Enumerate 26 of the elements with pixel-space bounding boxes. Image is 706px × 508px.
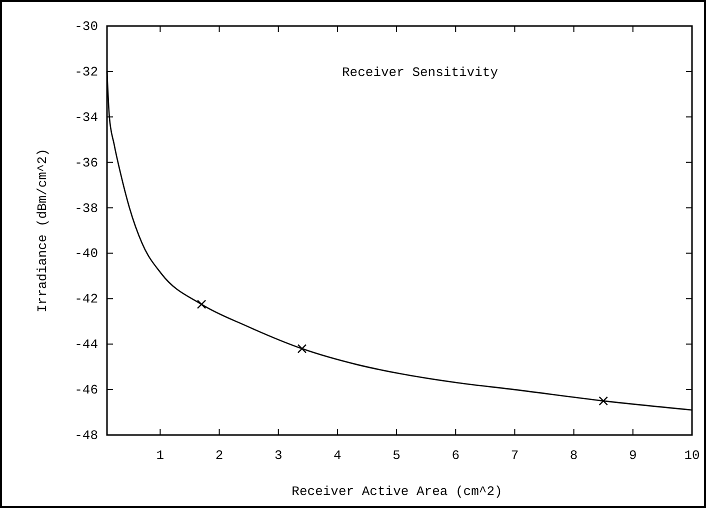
point [196,300,206,309]
x-tick-label: 1 [156,448,164,463]
x-tick-label: 6 [452,448,460,463]
y-tick-label: -36 [74,155,98,170]
y-tick-label: -34 [74,110,98,125]
y-tick-label: -32 [74,64,98,80]
y-tick-label: -46 [74,382,98,398]
point [598,396,608,406]
x-tick-label: 3 [274,448,282,463]
x-tick-label: 2 [215,448,224,463]
y-axis-title: Irradiance (dBm/cm^2) [35,148,50,312]
point [297,344,307,354]
x-tick-label: 5 [392,448,400,463]
y-tick-label: -48 [74,428,98,443]
x-tick-label: 10 [684,448,700,463]
x-tick-label: 9 [629,448,637,463]
x-axis-title: Receiver Active Area (cm^2) [292,484,502,499]
x-tick-label: 4 [334,448,342,463]
y-tick-label: -40 [74,246,98,262]
text: Receiver Sensitivity [342,65,498,80]
y-tick-label: -38 [74,200,98,216]
y-tick-label: -30 [74,19,98,34]
y-tick-label: -42 [74,292,98,307]
x-tick-label: 8 [570,448,578,463]
x-tick-label: 7 [510,448,519,463]
y-tick-label: -44 [74,337,98,352]
